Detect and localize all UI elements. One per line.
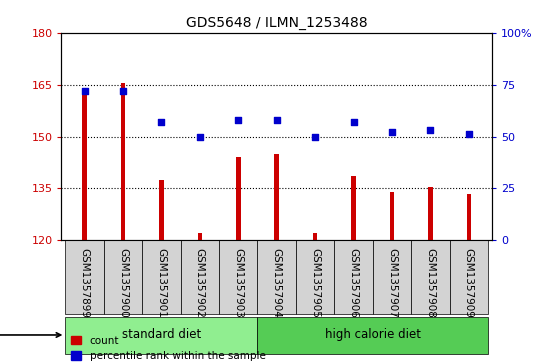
Text: GSM1357908: GSM1357908	[425, 248, 435, 318]
FancyBboxPatch shape	[104, 240, 142, 314]
Point	[426, 127, 435, 133]
FancyBboxPatch shape	[65, 317, 258, 354]
Bar	[428, 187, 433, 240]
FancyBboxPatch shape	[373, 240, 411, 314]
Bar	[274, 154, 279, 240]
FancyBboxPatch shape	[449, 240, 488, 314]
FancyBboxPatch shape	[181, 240, 219, 314]
FancyBboxPatch shape	[334, 240, 373, 314]
Bar	[351, 176, 356, 240]
Text: GSM1357901: GSM1357901	[157, 248, 167, 318]
Title: GDS5648 / ILMN_1253488: GDS5648 / ILMN_1253488	[186, 16, 367, 30]
Point	[387, 130, 396, 135]
Point	[195, 134, 204, 139]
FancyBboxPatch shape	[142, 240, 181, 314]
Bar	[236, 157, 240, 240]
FancyBboxPatch shape	[65, 240, 104, 314]
Bar	[82, 90, 87, 240]
Bar	[313, 233, 318, 240]
Text: GSM1357907: GSM1357907	[387, 248, 397, 318]
Bar	[467, 193, 471, 240]
Text: GSM1357905: GSM1357905	[310, 248, 320, 318]
Point	[234, 117, 243, 123]
FancyBboxPatch shape	[258, 317, 488, 354]
Legend: count, percentile rank within the sample: count, percentile rank within the sample	[67, 331, 269, 363]
FancyBboxPatch shape	[296, 240, 334, 314]
Text: GSM1357909: GSM1357909	[464, 248, 474, 318]
Point	[272, 117, 281, 123]
Point	[157, 119, 166, 125]
Text: GSM1357902: GSM1357902	[195, 248, 205, 318]
Point	[119, 88, 127, 94]
Bar	[159, 180, 164, 240]
Point	[80, 88, 89, 94]
Point	[349, 119, 358, 125]
Text: high calorie diet: high calorie diet	[325, 329, 421, 342]
Text: growth protocol: growth protocol	[0, 330, 61, 340]
FancyBboxPatch shape	[219, 240, 258, 314]
Point	[465, 131, 473, 137]
Text: GSM1357903: GSM1357903	[233, 248, 243, 318]
Text: GSM1357900: GSM1357900	[118, 248, 128, 318]
Text: GSM1357906: GSM1357906	[349, 248, 358, 318]
Bar	[121, 83, 125, 240]
Text: GSM1357904: GSM1357904	[272, 248, 282, 318]
FancyBboxPatch shape	[258, 240, 296, 314]
Point	[311, 134, 320, 139]
Bar	[197, 233, 202, 240]
Text: GSM1357899: GSM1357899	[79, 248, 89, 318]
FancyBboxPatch shape	[411, 240, 449, 314]
Bar	[390, 192, 394, 240]
Text: standard diet: standard diet	[122, 329, 201, 342]
